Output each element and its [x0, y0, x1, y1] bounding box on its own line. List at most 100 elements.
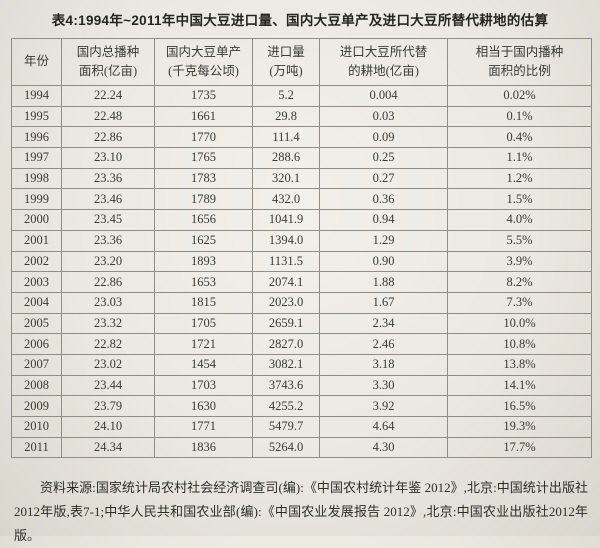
cell-import-volume: 5479.7: [252, 416, 320, 438]
cell-year: 2010: [11, 416, 62, 438]
soybean-import-table: 年份 国内总播种 面积(亿亩) 国内大豆单产 (千克每公顷) 进口量 (万吨) …: [11, 38, 592, 459]
cell-import-volume: 320.1: [252, 167, 320, 190]
cell-import-volume: 288.6: [252, 147, 320, 169]
cell-sown-area: 23.03: [61, 291, 155, 314]
table-row: 1996 22.86 1770 111.4 0.09 0.4%: [11, 126, 592, 149]
cell-sown-area: 22.86: [61, 126, 155, 149]
table-row: 1998 23.36 1783 320.1 0.27 1.2%: [11, 167, 592, 190]
table-header-row: 年份 国内总播种 面积(亿亩) 国内大豆单产 (千克每公顷) 进口量 (万吨) …: [11, 38, 592, 86]
table-row: 2005 23.32 1705 2659.1 2.34 10.0%: [11, 312, 592, 335]
cell-yield: 1454: [154, 353, 253, 376]
cell-share-of-area: 4.0%: [447, 209, 592, 231]
cell-yield: 1703: [154, 374, 253, 397]
cell-yield: 1771: [154, 416, 253, 438]
cell-share-of-area: 10.8%: [447, 333, 592, 355]
cell-yield: 1721: [154, 333, 253, 355]
cell-yield: 1735: [154, 85, 253, 107]
cell-sown-area: 23.36: [61, 229, 155, 252]
cell-import-volume: 2827.0: [252, 333, 320, 355]
cell-import-volume: 2074.1: [252, 271, 320, 293]
cell-yield: 1630: [154, 395, 253, 417]
table-row: 1999 23.46 1789 432.0 0.36 1.5%: [11, 188, 592, 211]
table-row: 2003 22.86 1653 2074.1 1.88 8.2%: [11, 271, 592, 293]
cell-import-volume: 432.0: [252, 188, 320, 211]
cell-year: 1995: [11, 105, 62, 128]
cell-sown-area: 23.10: [61, 147, 155, 169]
cell-year: 2003: [11, 271, 62, 293]
cell-import-volume: 29.8: [252, 105, 320, 128]
cell-year: 1999: [11, 188, 62, 211]
cell-import-volume: 2659.1: [252, 312, 320, 335]
cell-yield: 1656: [154, 209, 253, 231]
cell-yield: 1625: [154, 229, 253, 252]
cell-sown-area: 23.32: [61, 312, 155, 335]
cell-sown-area: 22.86: [61, 271, 155, 293]
cell-yield: 1815: [154, 291, 253, 314]
table-row: 2010 24.10 1771 5479.7 4.64 19.3%: [11, 416, 592, 438]
cell-import-volume: 3082.1: [252, 353, 320, 376]
cell-sown-area: 23.02: [61, 353, 155, 376]
cell-share-of-area: 17.7%: [447, 436, 592, 459]
header-year: 年份: [11, 38, 62, 86]
cell-replaced-land: 0.94: [319, 209, 448, 231]
cell-import-volume: 4255.2: [252, 395, 320, 417]
cell-share-of-area: 8.2%: [447, 271, 592, 293]
cell-share-of-area: 7.3%: [447, 291, 592, 314]
cell-sown-area: 22.24: [61, 85, 155, 107]
cell-replaced-land: 2.34: [319, 312, 448, 335]
cell-share-of-area: 10.0%: [447, 312, 592, 335]
cell-yield: 1783: [154, 167, 253, 190]
table-row: 2007 23.02 1454 3082.1 3.18 13.8%: [11, 353, 592, 376]
cell-year: 2008: [11, 374, 62, 397]
cell-year: 1994: [11, 85, 62, 107]
cell-year: 1998: [11, 167, 62, 190]
table-row: 2002 23.20 1893 1131.5 0.90 3.9%: [11, 250, 592, 273]
cell-share-of-area: 0.4%: [447, 126, 592, 149]
cell-year: 1997: [11, 147, 62, 169]
cell-replaced-land: 0.90: [319, 250, 448, 273]
cell-yield: 1653: [154, 271, 253, 293]
cell-share-of-area: 0.1%: [447, 105, 592, 128]
cell-replaced-land: 1.67: [319, 291, 448, 314]
cell-sown-area: 24.34: [61, 436, 155, 459]
cell-share-of-area: 0.02%: [447, 85, 592, 107]
cell-import-volume: 3743.6: [252, 374, 320, 397]
cell-replaced-land: 3.30: [319, 374, 448, 397]
cell-share-of-area: 14.1%: [447, 374, 592, 397]
table-row: 2006 22.82 1721 2827.0 2.46 10.8%: [11, 333, 592, 355]
cell-share-of-area: 13.8%: [447, 353, 592, 376]
cell-year: 2002: [11, 250, 62, 273]
cell-replaced-land: 0.36: [319, 188, 448, 211]
cell-yield: 1789: [154, 188, 253, 211]
table-body: 1994 22.24 1735 5.2 0.004 0.02% 1995 22.…: [11, 85, 592, 459]
cell-share-of-area: 1.1%: [447, 147, 592, 169]
header-yield: 国内大豆单产 (千克每公顷): [154, 38, 253, 86]
cell-replaced-land: 0.25: [319, 147, 448, 169]
cell-sown-area: 22.48: [61, 105, 155, 128]
cell-replaced-land: 3.18: [319, 353, 448, 376]
source-note: 资料来源:国家统计局农村社会经济调查司(编):《中国农村统计年鉴 2012》,北…: [14, 480, 588, 543]
cell-sown-area: 24.10: [61, 416, 155, 438]
cell-replaced-land: 1.88: [319, 271, 448, 293]
header-replaced-land: 进口大豆所代替 的耕地(亿亩): [319, 38, 448, 86]
cell-replaced-land: 4.30: [319, 436, 448, 459]
header-sown-area: 国内总播种 面积(亿亩): [61, 38, 155, 86]
cell-share-of-area: 19.3%: [447, 416, 592, 438]
cell-share-of-area: 16.5%: [447, 395, 592, 417]
cell-yield: 1893: [154, 250, 253, 273]
cell-year: 2001: [11, 229, 62, 252]
table-row: 1995 22.48 1661 29.8 0.03 0.1%: [11, 105, 592, 128]
cell-replaced-land: 0.004: [319, 85, 448, 107]
cell-share-of-area: 1.5%: [447, 188, 592, 211]
cell-yield: 1770: [154, 126, 253, 149]
cell-share-of-area: 3.9%: [447, 250, 592, 273]
cell-replaced-land: 0.03: [319, 105, 448, 128]
table-row: 2004 23.03 1815 2023.0 1.67 7.3%: [11, 291, 592, 314]
page-title: 表4:1994年~2011年中国大豆进口量、国内大豆单产及进口大豆所替代耕地的估…: [51, 13, 549, 28]
cell-replaced-land: 3.92: [319, 395, 448, 417]
cell-replaced-land: 4.64: [319, 416, 448, 438]
table-row: 2000 23.45 1656 1041.9 0.94 4.0%: [11, 209, 592, 231]
cell-import-volume: 1041.9: [252, 209, 320, 231]
cell-year: 2004: [11, 291, 62, 314]
header-share-of-area: 相当于国内播种 面积的比例: [447, 38, 592, 86]
